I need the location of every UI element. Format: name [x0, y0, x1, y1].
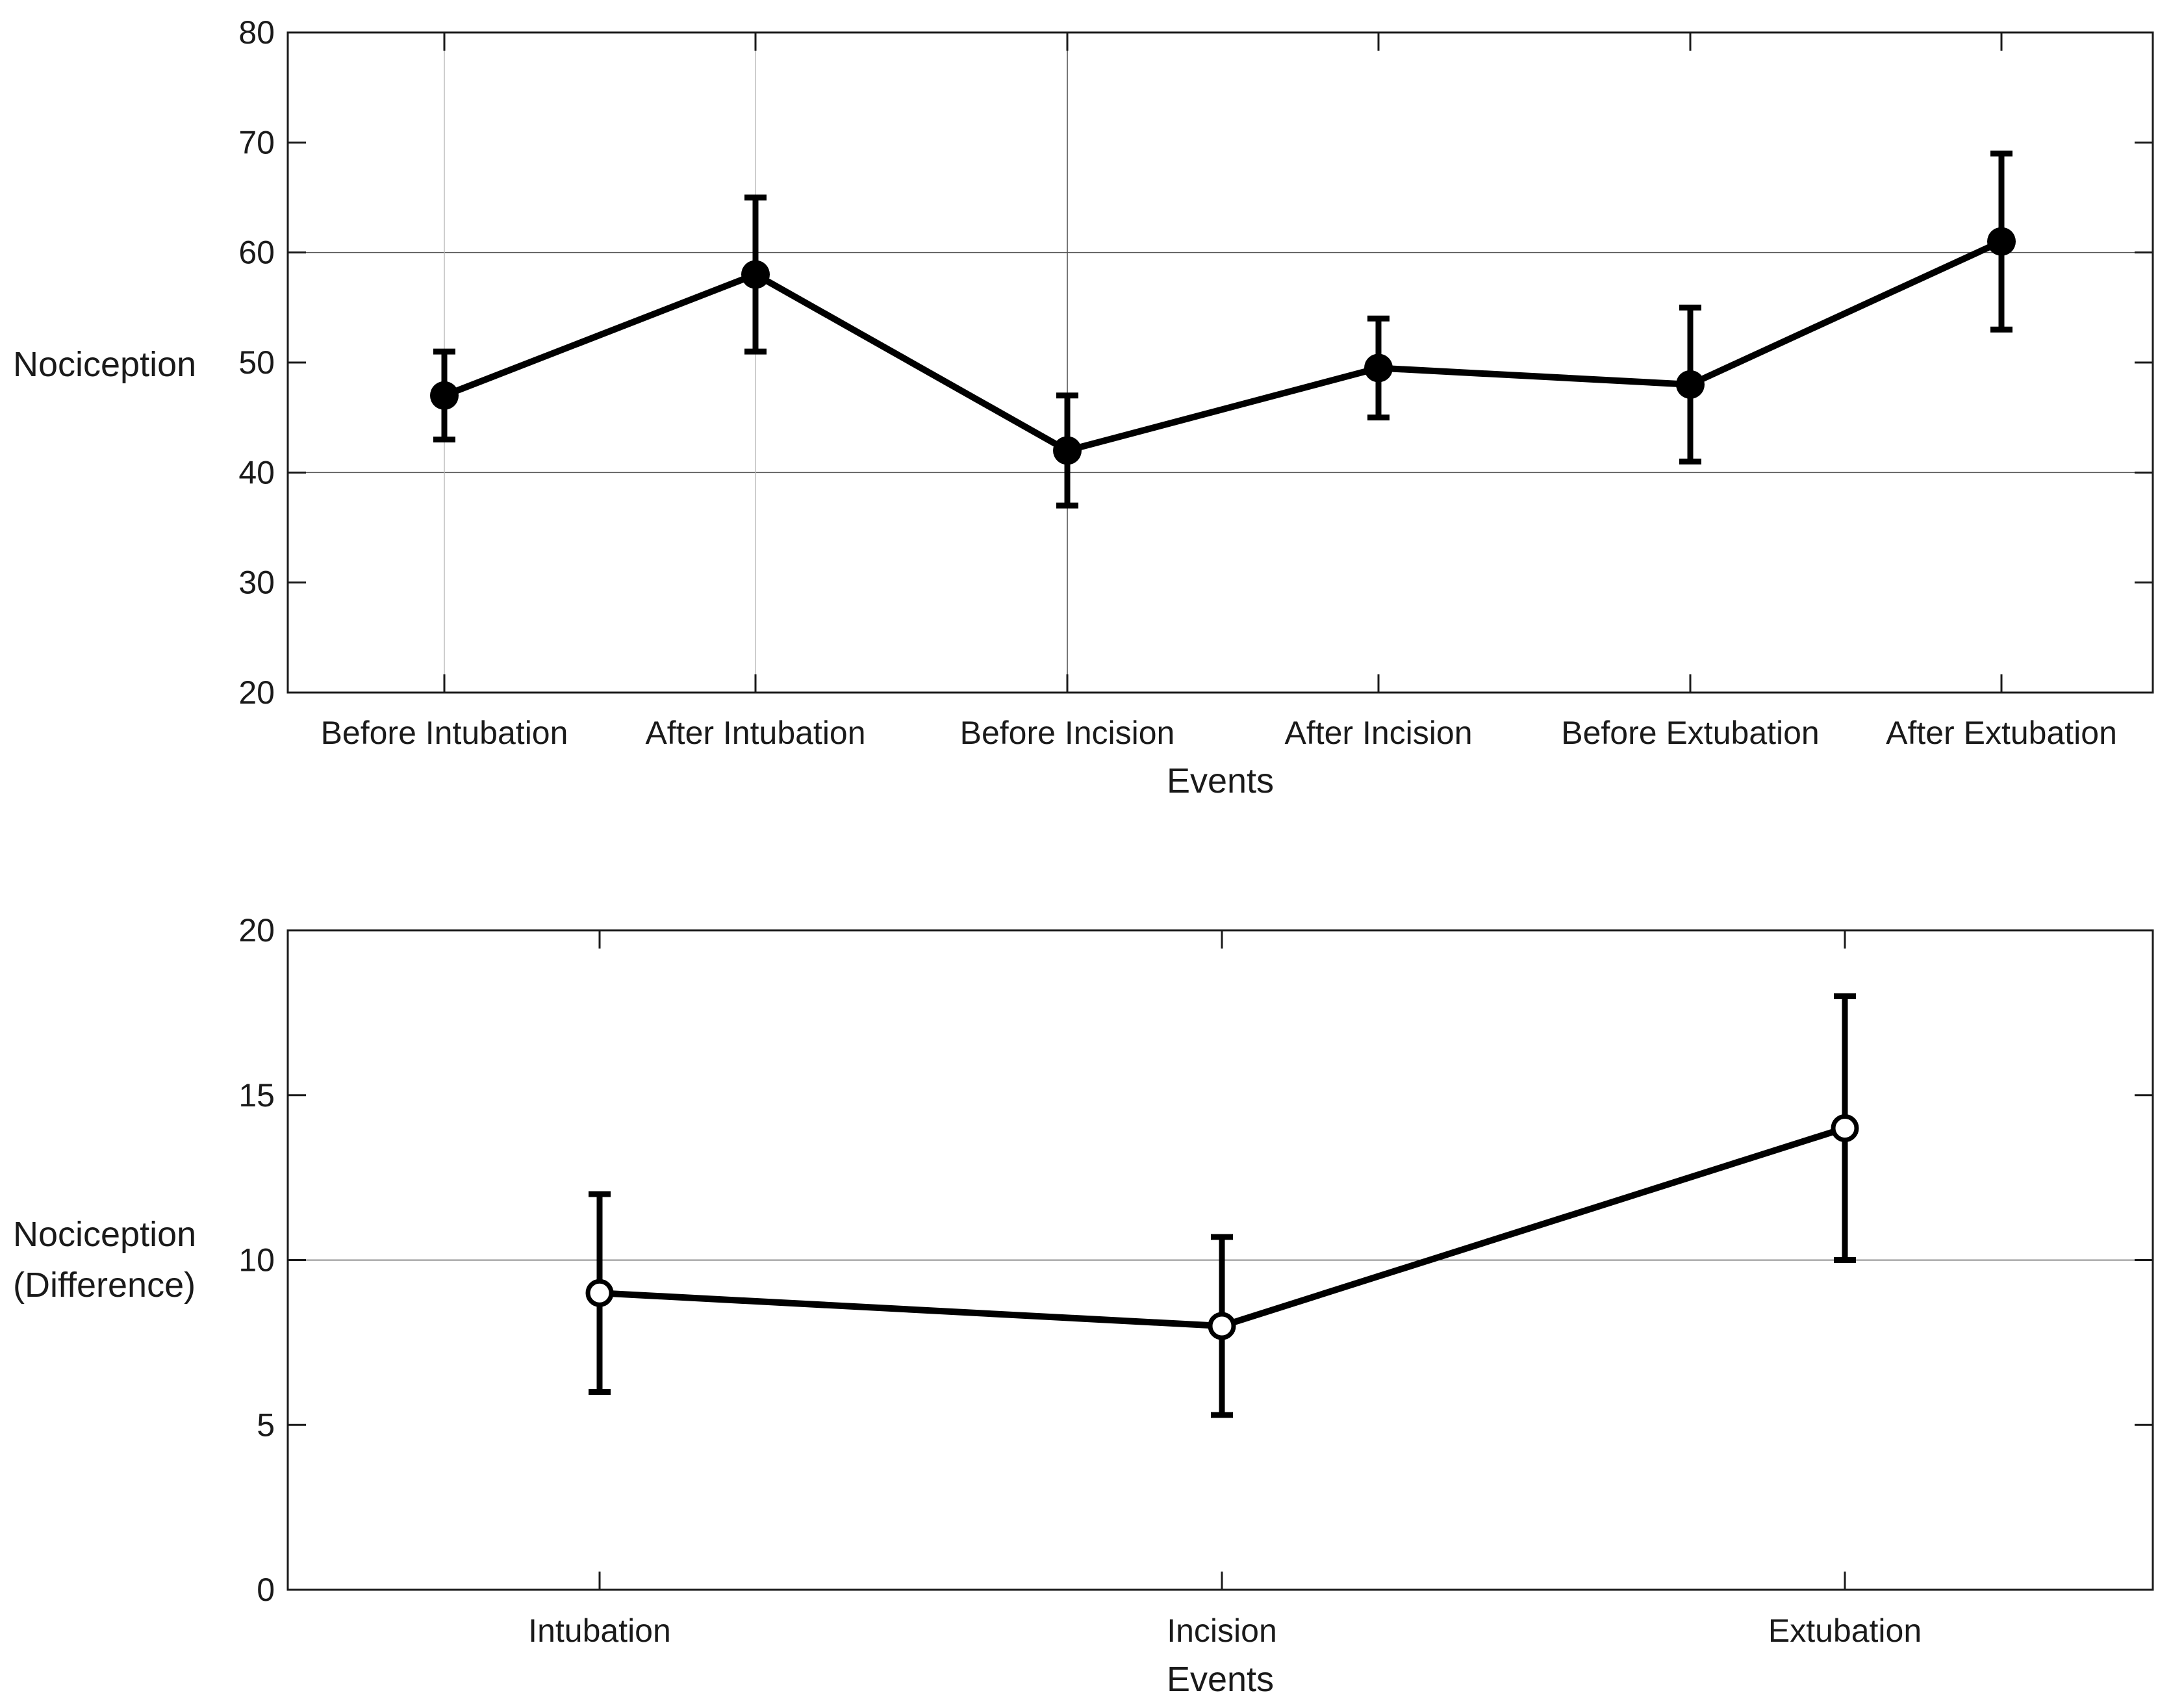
y-axis-label: Nociception: [13, 1215, 196, 1254]
data-point: [585, 1279, 614, 1307]
y-tick-label: 40: [238, 454, 275, 491]
x-axis-label: Events: [1167, 761, 1274, 800]
y-tick-label: 60: [238, 235, 275, 271]
x-tick-label: After Extubation: [1886, 715, 2117, 751]
y-tick-label: 30: [238, 565, 275, 601]
y-tick-label: 5: [257, 1407, 275, 1443]
y-tick-label: 70: [238, 124, 275, 160]
x-tick-label: Extubation: [1768, 1612, 1922, 1649]
data-point: [1053, 436, 1082, 465]
data-point: [1676, 370, 1705, 399]
x-axis-label: Events: [1167, 1660, 1274, 1699]
y-axis-label: (Difference): [13, 1266, 196, 1305]
x-tick-label: Before Intubation: [321, 715, 568, 751]
axes-frame: [286, 31, 2154, 694]
x-tick-label: Intubation: [528, 1612, 671, 1649]
y-tick-label: 0: [257, 1572, 275, 1608]
x-tick-label: After Intubation: [645, 715, 865, 751]
data-point: [1987, 227, 2016, 256]
x-tick-label: Incision: [1167, 1612, 1277, 1649]
data-point: [741, 260, 770, 289]
y-tick-label: 15: [238, 1077, 275, 1114]
y-axis-label: Nociception: [13, 345, 196, 384]
y-tick-label: 80: [238, 14, 275, 51]
y-tick-label: 50: [238, 344, 275, 381]
data-point: [1364, 353, 1393, 383]
x-tick-label: After Incision: [1284, 715, 1472, 751]
series-line: [443, 238, 2003, 454]
x-tick-label: Before Incision: [960, 715, 1175, 751]
data-point: [1831, 1114, 1859, 1142]
y-tick-label: 20: [238, 674, 275, 711]
data-point: [430, 381, 459, 410]
y-tick-label: 20: [238, 912, 275, 949]
top-panel: 20 30 40 50 60 70 80 Before Intubation After Int…: [13, 14, 2154, 800]
x-tick-label: Before Extubation: [1561, 715, 1820, 751]
y-tick-label: 10: [238, 1242, 275, 1279]
data-point: [1208, 1312, 1236, 1340]
bottom-panel: 0 5 10 15 20 Intubation Incision Extubation Even…: [13, 912, 2154, 1699]
